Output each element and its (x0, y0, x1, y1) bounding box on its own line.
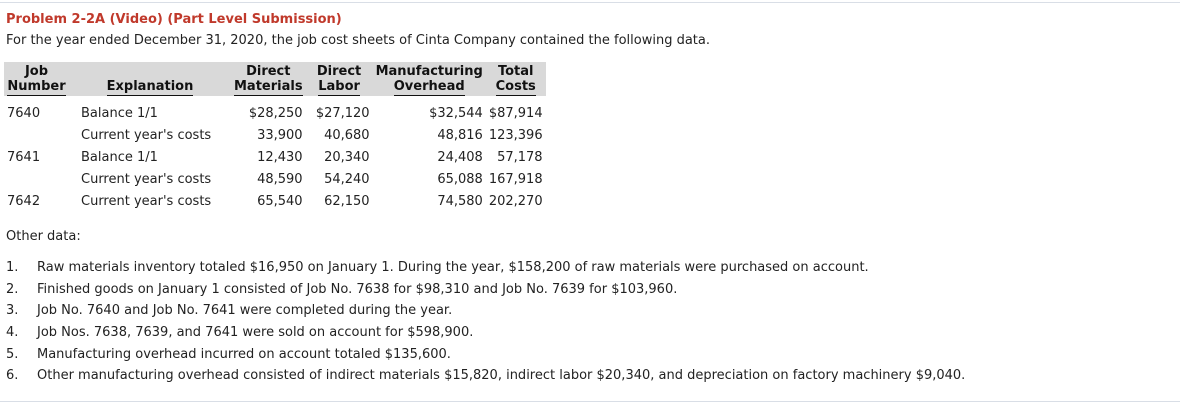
problem-intro: For the year ended December 31, 2020, th… (6, 33, 711, 48)
direct-materials-cell: 12,430 (257, 149, 303, 165)
header-direct-materials: Direct Materials (231, 62, 306, 96)
job-cost-table: Job Number Explanation Direct Materials … (4, 62, 546, 212)
problem-title: Problem 2-2A (Video) (Part Level Submiss… (6, 12, 342, 27)
item-text: Job Nos. 7638, 7639, and 7641 were sold … (37, 325, 474, 341)
direct-labor-cell: $27,120 (315, 105, 370, 121)
direct-materials-cell: 48,590 (257, 171, 303, 187)
direct-materials-cell: 33,900 (257, 127, 303, 143)
table-row: 7641 Balance 1/1 12,430 20,340 24,408 57… (4, 146, 546, 168)
table-row: Current year's costs 33,900 40,680 48,81… (4, 124, 546, 146)
direct-materials-cell: $28,250 (248, 105, 303, 121)
direct-materials-cell: 65,540 (257, 193, 303, 209)
other-data-list: 1. Raw materials inventory totaled $16,95… (6, 259, 965, 389)
explanation-cell: Current year's costs (81, 127, 212, 143)
item-number: 1. (6, 260, 19, 275)
item-number: 5. (6, 346, 19, 362)
total-cost-cell: 57,178 (497, 149, 543, 165)
total-cost-cell: 123,396 (488, 127, 543, 143)
bottom-divider (0, 401, 1180, 402)
job-number-cell (4, 124, 69, 146)
item-number: 6. (6, 368, 19, 384)
list-item: 5. Manufacturing overhead incurred on acc… (6, 346, 965, 368)
overhead-cell: 48,816 (437, 127, 483, 143)
item-text: Manufacturing overhead incurred on accou… (37, 346, 451, 362)
list-item: 4. Job Nos. 7638, 7639, and 7641 were sol… (6, 324, 965, 346)
job-number-cell: 7642 (7, 193, 41, 209)
item-number: 2. (6, 281, 19, 297)
total-cost-cell: $87,914 (488, 105, 543, 121)
top-divider (0, 2, 1180, 3)
overhead-cell: 74,580 (437, 193, 483, 209)
job-number-cell (4, 168, 69, 190)
list-item: 2. Finished goods on January 1 consisted … (6, 281, 965, 303)
header-explanation: Explanation (69, 62, 231, 96)
total-cost-cell: 202,270 (488, 193, 543, 209)
total-cost-cell: 167,918 (488, 171, 543, 187)
job-number-cell: 7641 (7, 149, 41, 165)
explanation-cell: Balance 1/1 (81, 105, 158, 121)
overhead-cell: 65,088 (437, 171, 483, 187)
item-text: Other manufacturing overhead consisted o… (37, 368, 966, 384)
item-number: 4. (6, 325, 19, 341)
direct-labor-cell: 20,340 (324, 149, 370, 165)
direct-labor-cell: 62,150 (324, 193, 370, 209)
overhead-cell: $32,544 (429, 105, 483, 121)
header-direct-labor: Direct Labor (305, 62, 373, 96)
item-number: 3. (6, 303, 19, 319)
other-data-label: Other data: (6, 229, 81, 244)
overhead-cell: 24,408 (437, 149, 483, 165)
table-header-row: Job Number Explanation Direct Materials … (4, 62, 546, 96)
list-item: 1. Raw materials inventory totaled $16,95… (6, 259, 965, 281)
job-number-cell: 7640 (7, 105, 41, 121)
explanation-cell: Current year's costs (81, 193, 212, 209)
list-item: 6. Other manufacturing overhead consisted… (6, 367, 965, 389)
table-row: Current year's costs 48,590 54,240 65,08… (4, 168, 546, 190)
item-text: Finished goods on January 1 consisted of… (37, 281, 678, 297)
direct-labor-cell: 40,680 (324, 127, 370, 143)
table-row: 7642 Current year's costs 65,540 62,150 … (4, 190, 546, 212)
header-total-costs: Total Costs (485, 62, 546, 96)
direct-labor-cell: 54,240 (324, 171, 370, 187)
table-row: 7640 Balance 1/1 $28,250 $27,120 $32,544… (4, 96, 546, 124)
explanation-cell: Current year's costs (81, 171, 212, 187)
item-text: Raw materials inventory totaled $16,950 … (37, 260, 869, 275)
header-job-number: Job Number (4, 62, 69, 96)
header-manufacturing-overhead: Manufacturing Overhead (372, 62, 486, 96)
list-item: 3. Job No. 7640 and Job No. 7641 were com… (6, 302, 965, 324)
explanation-cell: Balance 1/1 (81, 149, 158, 165)
item-text: Job No. 7640 and Job No. 7641 were compl… (37, 303, 453, 319)
